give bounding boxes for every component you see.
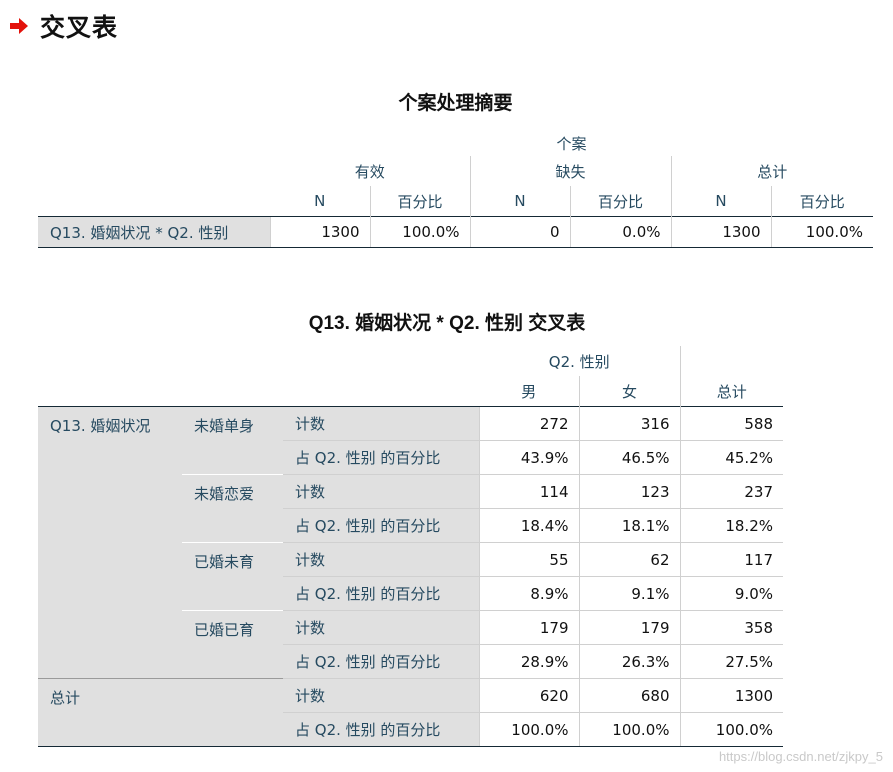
percent-cell: 18.2% [679, 508, 783, 543]
stat-label-count: 计数 [283, 678, 479, 713]
count-cell: 316 [578, 406, 680, 441]
count-cell: 114 [478, 474, 579, 509]
count-cell: 588 [679, 406, 783, 441]
percent-cell: 8.9% [478, 576, 579, 611]
watermark: https://blog.csdn.net/zjkpy_5 [718, 749, 883, 764]
section-heading: 交叉表 [8, 8, 118, 44]
stat-label-count: 计数 [283, 542, 479, 577]
percent-cell: 9.1% [578, 576, 680, 611]
percent-cell: 9.0% [679, 576, 783, 611]
count-cell: 117 [679, 542, 783, 577]
column-header-female: 女 [578, 376, 680, 407]
stat-label-percent: 占 Q2. 性别 的百分比 [283, 712, 479, 747]
arrow-right-icon [10, 18, 28, 34]
percent-cell: 45.2% [679, 440, 783, 475]
percent-cell: 28.9% [478, 644, 579, 679]
group-label: 未婚恋爱 [182, 474, 283, 543]
page-title: 交叉表 [40, 13, 119, 42]
group-label: 已婚未育 [182, 542, 283, 611]
stat-label-percent: 占 Q2. 性别 的百分比 [283, 576, 479, 611]
subheader-percent: 百分比 [569, 186, 671, 217]
column-header-total: 总计 [679, 376, 783, 407]
value-cell: 1300 [670, 216, 771, 248]
count-cell: 237 [679, 474, 783, 509]
group-header-total: 总计 [670, 156, 873, 186]
percent-cell: 27.5% [679, 644, 783, 679]
count-cell: 123 [578, 474, 680, 509]
case-summary-title: 个案处理摘要 [398, 92, 513, 114]
percent-cell: 46.5% [578, 440, 680, 475]
count-cell: 179 [578, 610, 680, 645]
subheader-n: N [314, 192, 326, 210]
case-header: 个案 [556, 134, 587, 153]
crosstab-table: Q2. 性别 男 女 总计 Q13. 婚姻状况 未婚单身 计数 272 316 … [38, 346, 783, 747]
subheader-n: N [670, 186, 771, 217]
stat-label-percent: 占 Q2. 性别 的百分比 [283, 508, 479, 543]
count-cell: 272 [478, 406, 579, 441]
count-cell: 179 [478, 610, 579, 645]
row-variable-label: Q13. 婚姻状况 [38, 406, 182, 679]
stat-label-count: 计数 [283, 474, 479, 509]
percent-cell: 100.0% [679, 712, 783, 747]
percent-cell: 43.9% [478, 440, 579, 475]
count-cell: 55 [478, 542, 579, 577]
stat-label-count: 计数 [283, 406, 479, 441]
subheader-percent: 百分比 [770, 186, 873, 217]
value-cell: 0 [469, 216, 570, 248]
percent-cell: 100.0% [478, 712, 579, 747]
subheader-n: N [469, 186, 570, 217]
percent-cell: 18.1% [578, 508, 680, 543]
group-label: 已婚已育 [182, 610, 283, 679]
count-cell: 1300 [679, 678, 783, 713]
count-cell: 358 [679, 610, 783, 645]
crosstab-title: Q13. 婚姻状况 * Q2. 性别 交叉表 [308, 313, 586, 334]
column-header-male: 男 [521, 382, 537, 401]
group-label: 未婚单身 [182, 406, 283, 475]
value-cell: 1300 [269, 216, 370, 248]
value-cell: 0.0% [569, 216, 671, 248]
percent-cell: 26.3% [578, 644, 680, 679]
count-cell: 62 [578, 542, 680, 577]
value-cell: 100.0% [369, 216, 470, 248]
group-header-valid: 有效 [354, 162, 385, 181]
count-cell: 620 [478, 678, 579, 713]
count-cell: 680 [578, 678, 680, 713]
case-summary-table: 个案 有效 缺失 总计 N 百分比 N 百分比 N 百分比 Q13. 婚姻状况 … [38, 130, 873, 248]
percent-cell: 18.4% [478, 508, 579, 543]
stat-label-percent: 占 Q2. 性别 的百分比 [283, 644, 479, 679]
percent-cell: 100.0% [578, 712, 680, 747]
column-variable-header: Q2. 性别 [548, 352, 610, 371]
stat-label-percent: 占 Q2. 性别 的百分比 [283, 440, 479, 475]
stat-label-count: 计数 [283, 610, 479, 645]
group-header-missing: 缺失 [469, 156, 671, 186]
subheader-percent: 百分比 [369, 186, 470, 217]
row-label: Q13. 婚姻状况 * Q2. 性别 [38, 216, 270, 248]
total-row-label: 总计 [38, 678, 283, 747]
value-cell: 100.0% [770, 216, 873, 248]
